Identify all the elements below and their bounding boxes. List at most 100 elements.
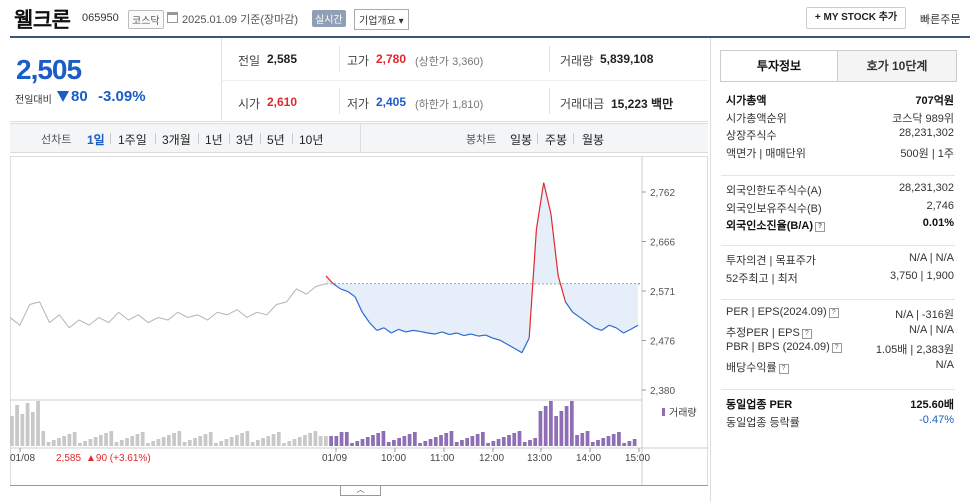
divider	[155, 133, 156, 144]
help-icon[interactable]: ?	[778, 363, 789, 374]
price-line-segment	[398, 328, 407, 333]
period-1y[interactable]: 1년	[205, 133, 223, 147]
volume-bar	[470, 436, 475, 446]
volume-bar	[418, 443, 422, 446]
volume-bar	[324, 436, 328, 446]
volume-bar	[617, 432, 621, 446]
line-chart-label: 선차트	[41, 134, 72, 146]
help-icon[interactable]: ?	[828, 308, 839, 318]
divider	[339, 46, 340, 72]
price-line-segment	[354, 296, 363, 313]
tab-investment-info[interactable]: 투자정보	[720, 50, 838, 82]
lower-limit: (하한가 1,810)	[415, 99, 484, 111]
period-1w[interactable]: 1주일	[118, 133, 147, 147]
info-value: 707억원	[915, 95, 954, 107]
volume-bar	[318, 436, 323, 446]
volume-bar	[590, 442, 595, 446]
volume-bar	[308, 433, 313, 446]
volume-bar	[46, 442, 51, 446]
volume-bar	[611, 434, 616, 446]
volume-bar	[229, 437, 234, 446]
company-overview-select[interactable]: 기업개요 ▾	[354, 9, 409, 30]
info-value: 125.60배	[910, 399, 954, 411]
volume-bar	[496, 439, 501, 446]
price-line-segment	[608, 324, 617, 329]
volume-bar	[287, 441, 292, 446]
tab-order-book[interactable]: 호가 10단계	[837, 50, 957, 82]
price-line-segment	[391, 328, 399, 334]
change-label: 전일대비	[15, 95, 52, 106]
price-chart[interactable]: 2,762 2,666 2,571 2,476 2,380 01/08 01/09 10:00…	[10, 156, 708, 486]
open-value: 2,610	[267, 95, 298, 109]
x-tick-label: 11:00	[430, 453, 455, 464]
prev-day-line	[10, 283, 327, 329]
help-icon[interactable]: ?	[815, 222, 825, 232]
divider	[360, 124, 361, 152]
volume-bar	[554, 416, 558, 446]
divider	[549, 88, 550, 114]
volume-bar	[528, 440, 532, 446]
low-value: 2,405	[376, 95, 407, 109]
volume-bar	[329, 436, 333, 446]
help-icon[interactable]: ?	[831, 343, 842, 353]
prev-close-price: 2,585	[56, 453, 81, 464]
price-line-segment	[456, 332, 465, 337]
volume-bar	[517, 431, 522, 446]
add-mystock-button[interactable]: + MY STOCK 추가	[806, 7, 906, 29]
volume-bar	[501, 437, 506, 446]
period-5y[interactable]: 5년	[267, 133, 285, 147]
volume-bar	[392, 440, 396, 446]
volume-bar	[522, 442, 527, 446]
volume-bar	[449, 431, 454, 446]
price-line-segment	[470, 333, 479, 337]
divider	[110, 133, 111, 144]
volume-bar	[219, 441, 224, 446]
price-line-segment	[485, 334, 494, 339]
x-tick-label: 01/09	[322, 453, 347, 464]
prev-close-change: ▲90 (+3.61%)	[86, 453, 151, 464]
info-label: 동일업종 등락률	[726, 416, 800, 429]
volume-bar	[156, 439, 161, 446]
y-tick-label: 2,571	[650, 287, 675, 298]
amount-value: 15,223 백만	[611, 97, 674, 111]
help-icon[interactable]: ?	[801, 328, 812, 339]
price-line-segment	[405, 329, 414, 333]
period-3y[interactable]: 3년	[236, 133, 254, 147]
price-line-segment	[557, 275, 567, 303]
info-label: 외국인한도주식수(A)	[726, 185, 822, 197]
panel-divider	[710, 38, 711, 502]
candle-monthly[interactable]: 월봉	[582, 133, 605, 147]
change-percent: -3.09%	[98, 88, 146, 105]
candle-weekly[interactable]: 주봉	[545, 133, 568, 147]
info-value: 코스닥 989위	[892, 112, 954, 125]
collapse-chart-button[interactable]: ︿	[340, 486, 381, 496]
upper-limit: (상한가 3,360)	[415, 56, 484, 68]
volume-bar	[187, 440, 192, 446]
realtime-badge[interactable]: 실시간	[312, 10, 346, 27]
volume-bar	[460, 440, 464, 446]
price-line-segment	[521, 337, 530, 353]
divider	[339, 88, 340, 114]
info-value: 2,746	[926, 199, 954, 212]
period-10y[interactable]: 10년	[299, 133, 324, 147]
x-tick-label: 15:00	[625, 453, 650, 464]
group-divider	[721, 245, 955, 246]
candle-daily[interactable]: 일봉	[510, 133, 533, 147]
y-tick-label: 2,476	[650, 337, 675, 348]
info-value: N/A	[935, 358, 954, 371]
calendar-icon	[167, 12, 178, 23]
period-1d[interactable]: 1일	[87, 133, 105, 147]
divider	[537, 133, 538, 144]
x-tick-label: 12:00	[479, 453, 504, 464]
info-value: N/A | -316원	[895, 309, 954, 321]
volume-bar	[25, 403, 30, 446]
volume-bar	[533, 438, 538, 446]
volume-bar	[30, 412, 35, 446]
price-line-segment	[594, 327, 602, 331]
divider	[292, 133, 293, 144]
quick-order-link[interactable]: 빠른주문	[920, 14, 961, 26]
period-3m[interactable]: 3개월	[162, 133, 191, 147]
volume-bar	[62, 436, 67, 446]
info-label: PBR | BPS (2024.09)?	[726, 341, 842, 353]
volume-bar	[512, 433, 517, 446]
